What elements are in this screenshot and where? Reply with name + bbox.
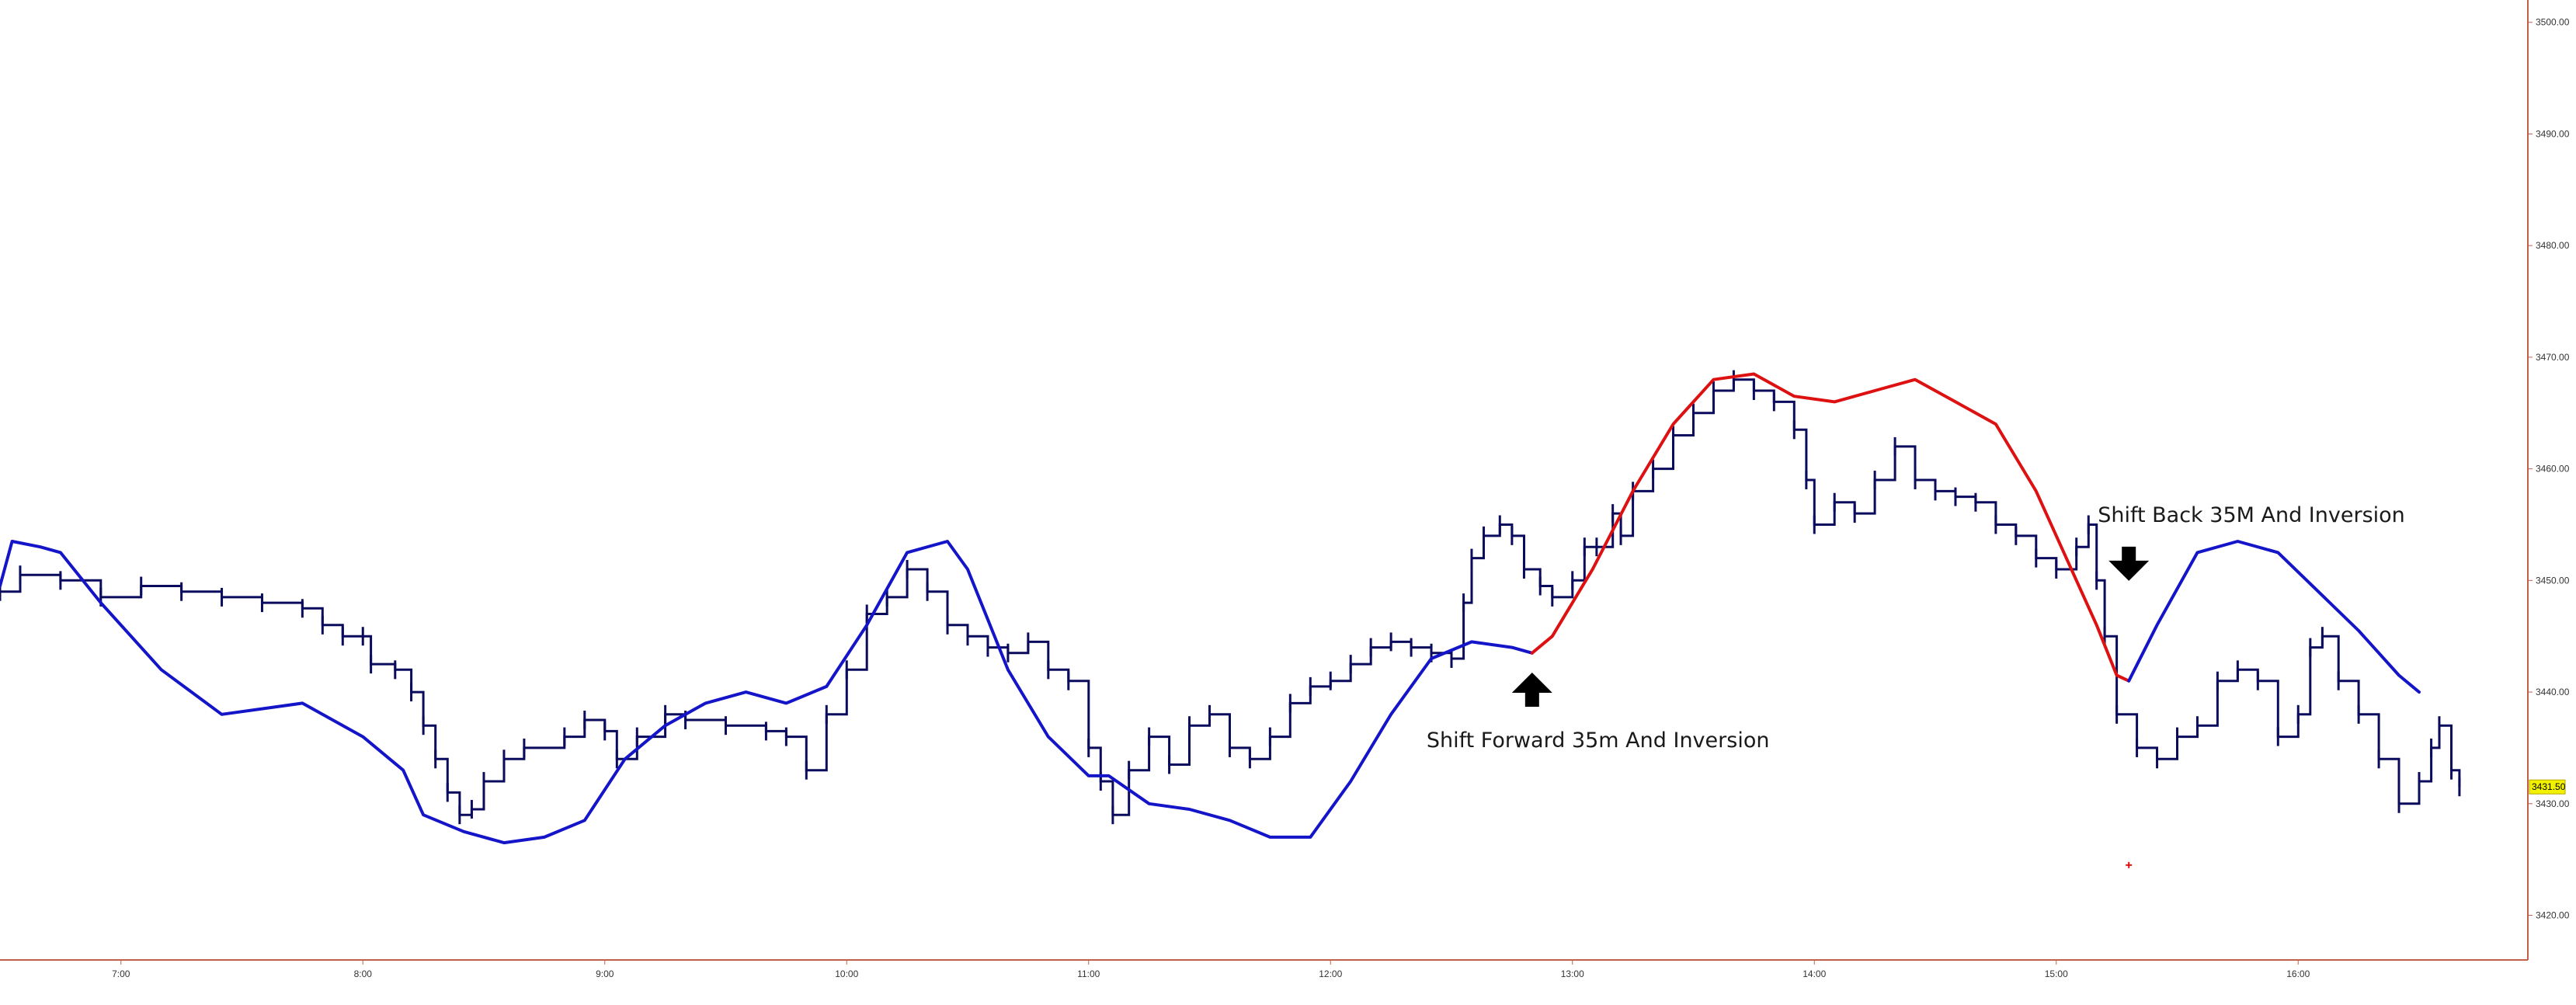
annotation-shift-back: Shift Back 35M And Inversion [2098,503,2405,527]
last-price-tag: 3431.50 [2529,779,2566,795]
red-projection-line [1530,372,2131,683]
x-tick-label: 14:00 [1803,968,1826,979]
x-tick-label: 13:00 [1561,968,1584,979]
blue-projection-line [0,540,1534,845]
annotations-layer: Shift Forward 35m And Inversion Shift Bac… [1427,503,2405,868]
y-tick-label: 3460.00 [2536,464,2570,475]
y-tick-label: 3470.00 [2536,352,2570,363]
x-tick-label: 11:00 [1077,968,1100,979]
series-layer [0,370,2461,845]
down-arrow-icon [2108,546,2150,581]
y-tick-label: 3490.00 [2536,128,2570,139]
y-tick-label: 3500.00 [2536,17,2570,28]
y-tick-label: 3480.00 [2536,240,2570,251]
x-tick-label: 15:00 [2045,968,2068,979]
y-tick-label: 3430.00 [2536,798,2570,809]
x-tick-label: 9:00 [596,968,614,979]
annotation-shift-forward: Shift Forward 35m And Inversion [1427,729,1770,753]
up-arrow-icon [1511,672,1552,707]
axes: 7:00 8:00 9:00 10:00 11:00 12:00 13:00 14:00 15:… [0,0,2570,979]
x-tick-label: 7:00 [112,968,130,979]
last-price-tag-box [2529,779,2566,795]
x-tick-label: 16:00 [2286,968,2310,979]
y-tick-label: 3420.00 [2536,910,2570,921]
last-price-tag-label: 3431.50 [2532,781,2566,792]
x-tick-label: 10:00 [835,968,858,979]
y-tick-label: 3450.00 [2536,575,2570,586]
x-tick-label: 12:00 [1319,968,1342,979]
blue-projection-line [2127,540,2421,694]
x-tick-label: 8:00 [354,968,373,979]
y-tick-label: 3440.00 [2536,687,2570,697]
